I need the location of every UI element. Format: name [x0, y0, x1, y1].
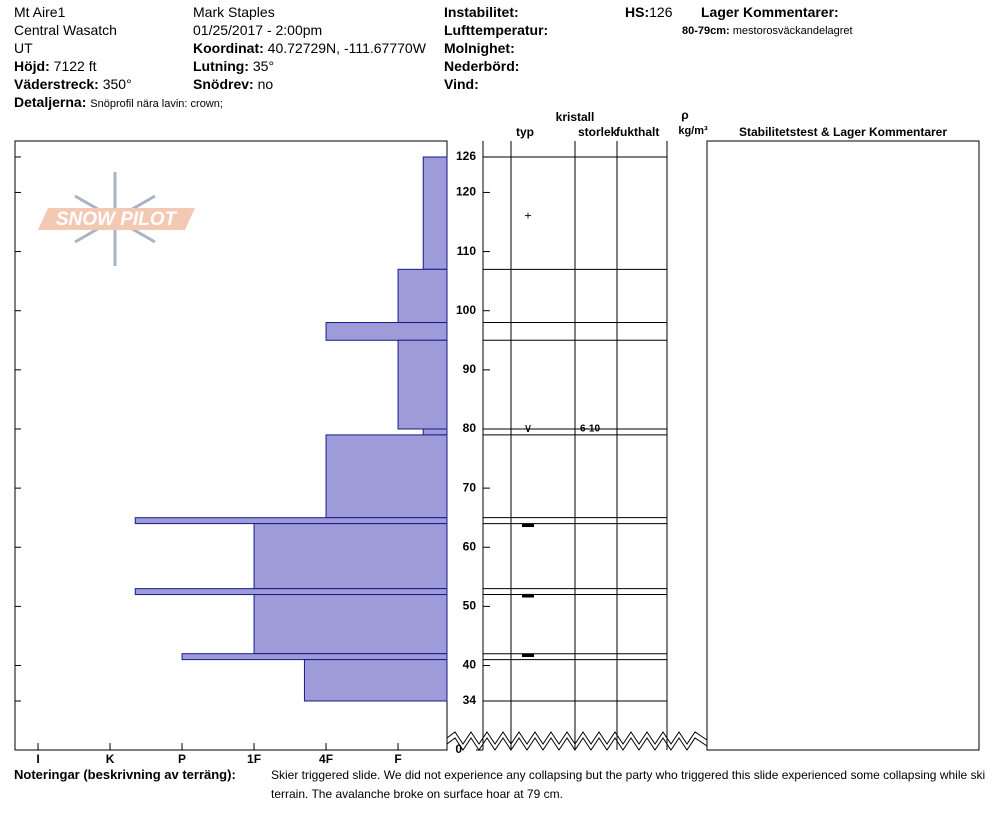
column-header: ρ [681, 108, 688, 122]
hardness-bar [134, 517, 448, 525]
elevation: Höjd: 7122 ft [14, 57, 96, 75]
depth: 80-79cm: [682, 25, 730, 37]
observer: Mark Staples [193, 4, 275, 20]
grain-type: ▬ [522, 516, 534, 530]
state: UT [14, 40, 33, 56]
label: Snödrev: [193, 76, 254, 92]
x-tick-label: P [178, 752, 186, 766]
y-tick-label: 60 [463, 539, 477, 553]
value: 350° [102, 76, 132, 92]
break-line [446, 731, 708, 745]
grain-size: 6-10 [580, 424, 600, 435]
layer-comment: 80-79cm: mestorosväckandelagret [682, 22, 853, 40]
notes-line: Skier triggered slide. We did not experi… [271, 768, 986, 782]
aspect: Väderstreck: 350° [14, 75, 132, 93]
wind: Vind: [444, 76, 479, 92]
y-tick-label: 80 [463, 421, 477, 435]
column-header: storlek [578, 125, 618, 139]
hs: HS:126 [625, 3, 672, 21]
grain-type: ▬ [522, 587, 534, 601]
text: mestorosväckandelagret [732, 25, 853, 37]
column-header: Stabilitetstest & Lager Kommentarer [739, 125, 947, 139]
coord: Koordinat: 40.72729N, -111.67770W [193, 39, 426, 57]
value: 40.72729N, -111.67770W [267, 40, 426, 56]
label: Lutning: [193, 58, 249, 74]
wind-loading: Snödrev: no [193, 75, 273, 93]
y-tick-label: 34 [463, 693, 477, 707]
hardness-bar [134, 588, 448, 596]
grain-type: ∨ [524, 421, 533, 435]
value: 126 [649, 4, 673, 20]
y-tick-label: 50 [463, 599, 477, 613]
y-tick-label: 0 [455, 742, 462, 756]
hardness-bar [253, 594, 448, 655]
sky: Molnighet: [444, 40, 515, 56]
column-header: fukthalt [616, 125, 659, 139]
column-header: kg/m³ [678, 125, 708, 137]
value: 7122 ft [53, 58, 97, 74]
comments-box [706, 140, 980, 751]
details: Detaljerna: Snöprofil nära lavin: crown; [14, 93, 223, 113]
y-tick-label: 90 [463, 362, 477, 376]
hardness-bar [253, 523, 448, 590]
grain-type: ▬ [522, 646, 534, 660]
logo-text: SNOW PILOT [56, 209, 178, 230]
hardness-bar [181, 653, 448, 661]
hardness-bar [325, 434, 448, 519]
air-temp: Lufttemperatur: [444, 22, 549, 38]
y-tick-label: 120 [456, 185, 476, 199]
value: 35° [252, 58, 275, 74]
y-tick-label: 100 [456, 303, 476, 317]
break-line [446, 737, 708, 751]
x-tick-label: F [394, 752, 401, 766]
y-tick-label: 70 [463, 480, 477, 494]
hardness-bar [397, 339, 448, 430]
label: Koordinat: [193, 40, 264, 56]
instability: Instabilitet: [444, 4, 519, 20]
x-tick-label: K [106, 752, 115, 766]
hardness-bar [397, 268, 448, 324]
x-tick-label: 1F [247, 752, 261, 766]
datetime: 01/25/2017 - 2:00pm [193, 22, 323, 38]
y-tick-label: 110 [457, 244, 477, 258]
layer-comments-title: Lager Kommentarer: [701, 4, 839, 20]
logo-band [38, 208, 195, 230]
label: Väderstreck: [14, 76, 99, 92]
value: Snöprofil nära lavin: crown; [90, 98, 223, 110]
label: Höjd: [14, 58, 50, 74]
column-header: kristall [556, 110, 595, 124]
notes-line: terrain. The avalanche broke on surface … [271, 787, 563, 801]
label: Detaljerna: [14, 94, 87, 110]
value: no [257, 76, 274, 92]
y-tick-label: 126 [456, 149, 476, 163]
hardness-bar [422, 428, 448, 436]
hardness-bar [303, 659, 448, 702]
x-tick-label: I [36, 752, 39, 766]
x-tick-label: 4F [319, 752, 333, 766]
hardness-bar [422, 156, 448, 270]
location: Mt Aire1 [14, 4, 66, 20]
notes-label: Noteringar (beskrivning av terräng): [14, 767, 236, 782]
range: Central Wasatch [14, 22, 117, 38]
y-tick-label: 40 [463, 658, 477, 672]
label: HS: [625, 4, 650, 20]
column-header: typ [516, 125, 534, 139]
slope: Lutning: 35° [193, 57, 274, 75]
hardness-bar [325, 322, 448, 341]
grain-type: + [524, 208, 531, 222]
precip: Nederbörd: [444, 58, 520, 74]
